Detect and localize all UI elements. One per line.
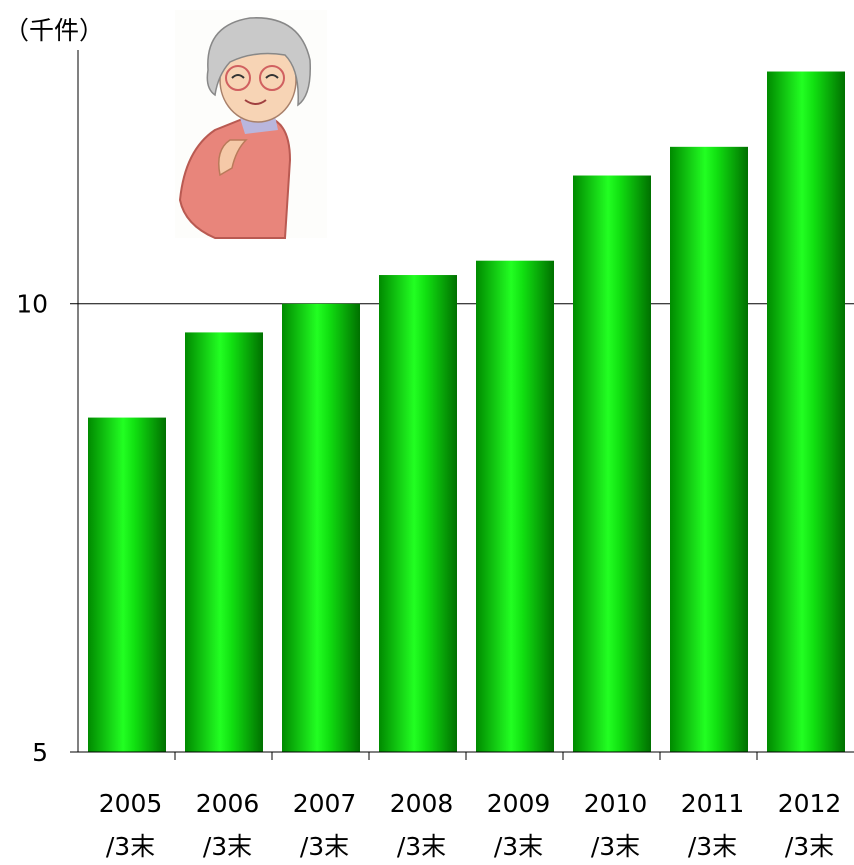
- x-tick-label: /3末: [688, 832, 737, 861]
- x-tick-label: /3末: [106, 832, 155, 861]
- x-tick-label: /3末: [591, 832, 640, 861]
- bar: [670, 147, 748, 752]
- bar: [573, 176, 651, 752]
- bar: [767, 72, 845, 752]
- bar: [379, 275, 457, 752]
- illustration: [175, 10, 327, 238]
- x-tick-label: 2011: [681, 789, 745, 818]
- x-tick-label: 2008: [390, 789, 454, 818]
- y-tick-label: 5: [32, 738, 48, 767]
- x-tick-label: /3末: [203, 832, 252, 861]
- bar: [88, 418, 166, 752]
- x-tick-label: 2012: [778, 789, 842, 818]
- y-tick-label: 10: [16, 290, 48, 319]
- x-tick-label: /3末: [300, 832, 349, 861]
- x-tick-label: 2010: [584, 789, 648, 818]
- x-tick-label: /3末: [397, 832, 446, 861]
- page: （千件） 5 10 2005/3末 2006/3末 2007/3末 2008/3末 2009…: [0, 0, 854, 865]
- bar: [282, 304, 360, 752]
- x-tick-label: 2007: [293, 789, 357, 818]
- y-axis-label: （千件）: [4, 16, 104, 45]
- bar: [185, 332, 263, 752]
- bar: [476, 261, 554, 752]
- x-tick-label: 2006: [196, 789, 260, 818]
- x-tick-label: /3末: [494, 832, 543, 861]
- chart: （千件） 5 10 2005/3末 2006/3末 2007/3末 2008/3末 2009…: [0, 0, 854, 865]
- x-tick-label: /3末: [785, 832, 834, 861]
- x-tick-label: 2005: [99, 789, 163, 818]
- x-tick-label: 2009: [487, 789, 551, 818]
